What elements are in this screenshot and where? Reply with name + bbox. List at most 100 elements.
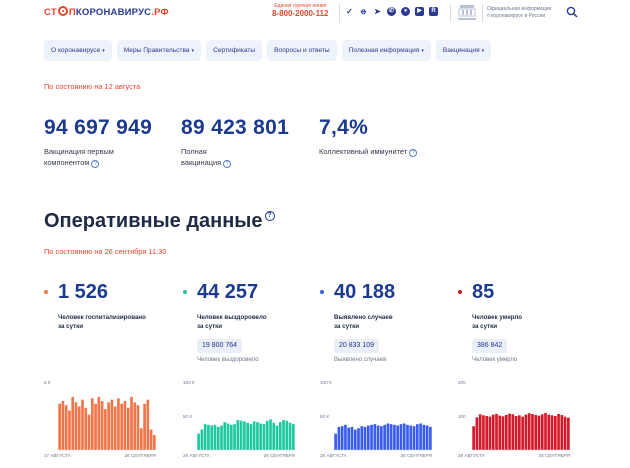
chart-bar[interactable] [74,402,78,450]
chart-bar[interactable] [531,413,534,450]
chart-bar[interactable] [68,410,71,450]
chart-bar[interactable] [393,424,396,450]
chart-bar[interactable] [136,405,140,450]
chart-bar[interactable] [265,420,269,450]
chart-bar[interactable] [498,415,502,450]
chart-bar[interactable] [149,429,153,450]
nav-item-about[interactable]: О коронавирусе ▾ [44,40,112,61]
nav-item-faq[interactable]: Вопросы и ответы [267,40,337,61]
chart-bar[interactable] [485,416,489,450]
chart-bar[interactable] [353,429,357,450]
site-logo[interactable]: СТ ПКОРОНАВИРУС.РФ [44,6,169,18]
chart-bar[interactable] [524,414,528,450]
ok-icon[interactable]: ꝋ [360,7,367,16]
chart-bar[interactable] [396,425,400,450]
viber-icon[interactable]: ✆ [387,7,396,16]
chart-bar[interactable] [104,409,107,450]
chart-bar[interactable] [567,417,570,450]
chart-bar[interactable] [491,414,495,450]
chart-bar[interactable] [58,403,61,450]
chart-bar[interactable] [376,425,380,450]
chart-bar[interactable] [97,396,101,450]
chart-bar[interactable] [373,424,377,450]
help-icon[interactable]: ? [409,149,418,157]
youtube-icon[interactable]: ▶ [415,7,424,16]
chart-bar[interactable] [383,424,386,450]
chart-bar[interactable] [422,424,426,450]
chart-bar[interactable] [94,403,97,450]
chart-bar[interactable] [527,413,531,450]
chart-bar[interactable] [475,417,479,450]
chart-bar[interactable] [415,424,419,450]
chart-bar[interactable] [537,415,541,450]
help-icon[interactable]: ? [264,211,275,221]
chart-bar[interactable] [81,399,84,450]
chart-bar[interactable] [547,414,551,450]
chart-bar[interactable] [360,426,364,450]
chart-bar[interactable] [123,401,127,450]
chart-bar[interactable] [197,433,200,450]
chart-bar[interactable] [259,423,263,450]
chart-bar[interactable] [534,414,538,450]
chart-bar[interactable] [563,416,567,450]
chart-bar[interactable] [514,416,518,450]
chart-bar[interactable] [370,424,373,450]
help-icon[interactable]: ? [223,160,232,168]
chart-bar[interactable] [153,435,156,450]
chart-bar[interactable] [357,428,360,450]
chart-bar[interactable] [557,413,560,450]
hotline-block[interactable]: Единая горячая линия 8-800-2000-112 [272,3,329,18]
chart-bar[interactable] [272,422,276,450]
chart-bar[interactable] [380,426,383,450]
chart-bar[interactable] [126,407,130,450]
chart-bar[interactable] [117,398,120,450]
chart-bar[interactable] [350,426,354,450]
chart-bar[interactable] [508,413,511,450]
chart-bar[interactable] [406,424,409,450]
chart-bar[interactable] [425,425,429,450]
chart-bar[interactable] [399,424,403,450]
chart-bar[interactable] [71,396,75,450]
chart-bar[interactable] [216,426,220,450]
chat-icon[interactable]: ● [401,7,410,16]
chart-bar[interactable] [77,406,81,450]
chart-bar[interactable] [252,421,256,450]
chart-bar[interactable] [113,406,117,450]
chart-bar[interactable] [386,423,390,450]
chart-bar[interactable] [429,426,432,450]
chart-bar[interactable] [210,425,214,450]
chart-bar[interactable] [344,424,347,450]
chart-bar[interactable] [239,420,243,450]
chart-bar[interactable] [511,414,515,450]
government-emblem-icon[interactable] [456,3,478,23]
chart-bar[interactable] [233,424,236,450]
chart-bar[interactable] [139,428,143,450]
chart-bar[interactable] [262,424,266,450]
chart-bar[interactable] [334,433,337,450]
chart-bar[interactable] [278,422,282,450]
chart-bar[interactable] [544,412,547,450]
chart-bar[interactable] [282,420,285,450]
chart-bar[interactable] [504,414,508,450]
chart-bar[interactable] [64,405,68,450]
nav-item-government-measures[interactable]: Меры Правительства ▾ [116,40,202,61]
chart-bar[interactable] [107,402,110,450]
chart-bar[interactable] [110,399,114,450]
chart-bar[interactable] [133,402,137,450]
chart-bar[interactable] [100,401,104,450]
chart-bar[interactable] [560,414,564,450]
chart-bar[interactable] [256,422,259,450]
chart-bar[interactable] [203,424,207,450]
search-icon[interactable] [566,6,578,18]
chart-bar[interactable] [61,401,65,450]
nav-item-certificates[interactable]: Сертификаты [206,40,263,61]
chart-bar[interactable] [226,423,230,450]
chart-bar[interactable] [223,422,227,450]
chart-bar[interactable] [200,429,204,450]
chart-bar[interactable] [220,425,223,450]
chart-bar[interactable] [389,424,393,450]
chart-bar[interactable] [84,407,88,450]
chart-bar[interactable] [501,416,505,450]
chart-bar[interactable] [472,426,475,450]
chart-bar[interactable] [143,403,146,450]
